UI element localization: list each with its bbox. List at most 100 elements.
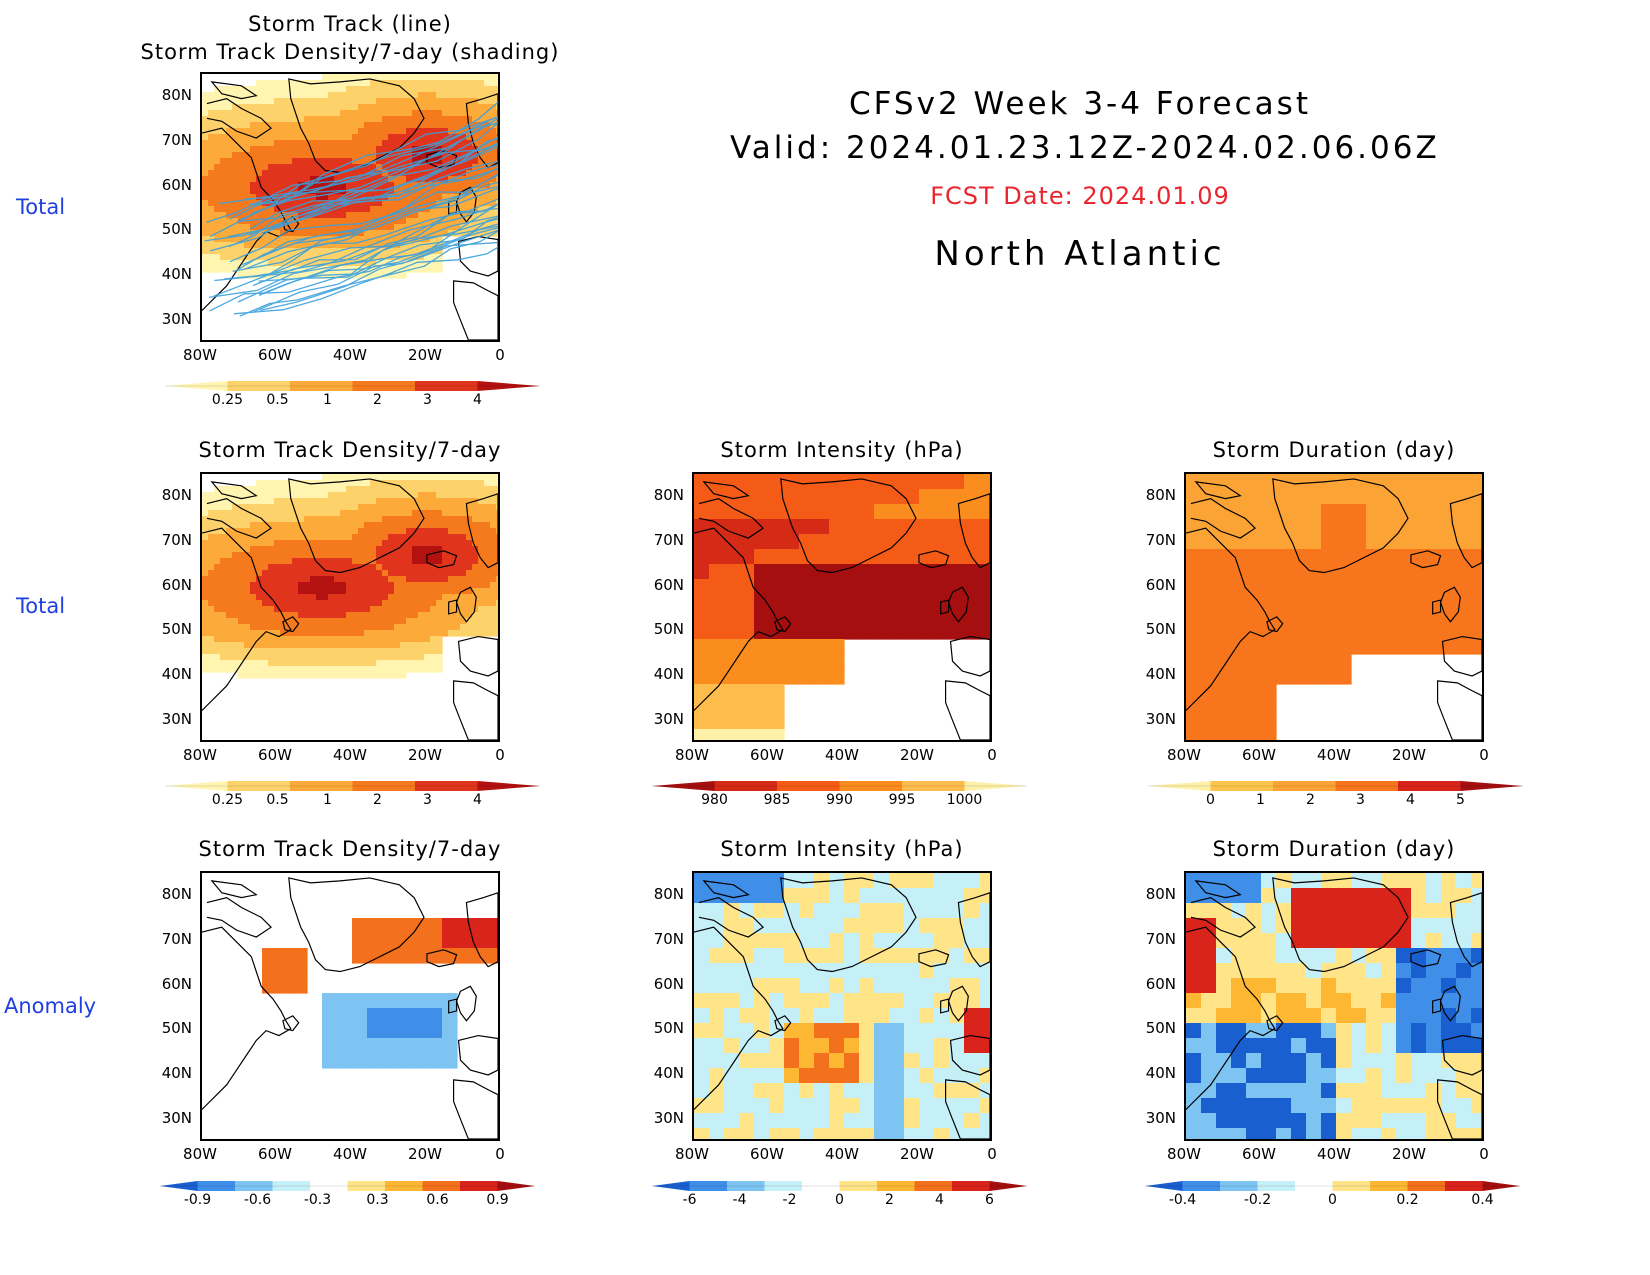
- grid-cell: [334, 206, 341, 213]
- grid-cell: [397, 993, 413, 1009]
- grid-cell: [214, 170, 221, 177]
- grid-cell: [466, 510, 473, 517]
- grid-cell: [904, 1083, 920, 1099]
- grid-cell: [340, 242, 347, 249]
- grid-cell: [232, 92, 239, 99]
- grid-cell: [424, 570, 431, 577]
- grid-cell: [334, 254, 341, 261]
- grid-cell: [1351, 1038, 1367, 1054]
- grid-cell: [412, 158, 419, 165]
- grid-cell: [430, 218, 437, 225]
- grid-cell: [322, 158, 329, 165]
- grid-cell: [286, 528, 293, 535]
- grid-cell: [472, 480, 479, 487]
- grid-cell: [1321, 549, 1337, 565]
- coastline-segment: [702, 481, 750, 500]
- grid-cell: [754, 1083, 770, 1099]
- grid-cell: [304, 546, 311, 553]
- coastline-segment: [457, 635, 498, 677]
- grid-cell: [406, 110, 413, 117]
- grid-cell: [964, 579, 980, 595]
- coastline-segment: [702, 880, 750, 899]
- grid-cell: [424, 516, 431, 523]
- grid-cell: [1306, 564, 1322, 580]
- grid-cell: [1396, 639, 1412, 655]
- grid-cell: [274, 570, 281, 577]
- grid-cell: [496, 612, 498, 619]
- grid-cell: [1306, 474, 1322, 490]
- grid-cell: [709, 1128, 725, 1139]
- grid-cell: [769, 684, 785, 700]
- grid-cell: [1201, 504, 1217, 520]
- grid-cell: [754, 1038, 770, 1054]
- grid-cell: [238, 552, 245, 559]
- grid-cell: [334, 158, 341, 165]
- grid-cell: [346, 558, 353, 565]
- grid-cell: [472, 933, 488, 949]
- lat-tick-label: 80N: [161, 486, 192, 504]
- grid-cell: [214, 158, 221, 165]
- grid-cell: [919, 948, 935, 964]
- grid-cell: [262, 618, 269, 625]
- grid-cell: [496, 510, 498, 517]
- grid-cell: [244, 564, 251, 571]
- grid-cell: [769, 1128, 785, 1139]
- grid-cell: [406, 558, 413, 565]
- grid-cell: [472, 546, 479, 553]
- grid-cell: [352, 92, 359, 99]
- grid-cell: [364, 636, 371, 643]
- grid-cell: [322, 558, 329, 565]
- coastline-segment: [940, 599, 950, 615]
- grid-cell: [256, 606, 263, 613]
- grid-cell: [754, 654, 770, 670]
- grid-cell: [238, 666, 245, 673]
- lon-tick-label: 60W: [258, 746, 292, 764]
- grid-cell: [262, 158, 269, 165]
- grid-cell: [466, 534, 473, 541]
- grid-cell: [1246, 1083, 1262, 1099]
- grid-cell: [412, 110, 419, 117]
- grid-cell: [376, 260, 383, 267]
- grid-cell: [769, 519, 785, 535]
- grid-cell: [400, 492, 407, 499]
- grid-cell: [394, 200, 401, 207]
- grid-cell: [232, 104, 239, 111]
- grid-cell: [844, 624, 860, 640]
- grid-cell: [394, 576, 401, 583]
- grid-cell: [226, 176, 233, 183]
- grid-cell: [478, 606, 485, 613]
- grid-cell: [829, 534, 845, 550]
- grid-cell: [739, 918, 755, 934]
- grid-cell: [208, 534, 215, 541]
- grid-cell: [310, 558, 317, 565]
- grid-cell: [238, 672, 245, 679]
- grid-cell: [400, 630, 407, 637]
- grid-cell: [484, 176, 491, 183]
- grid-cell: [358, 570, 365, 577]
- grid-cell: [964, 933, 980, 949]
- grid-cell: [859, 609, 875, 625]
- grid-cell: [310, 98, 317, 105]
- grid-cell: [724, 888, 740, 904]
- grid-cell: [1456, 1068, 1472, 1084]
- grid-cell: [262, 564, 269, 571]
- grid-cell: [454, 158, 461, 165]
- grid-cell: [1216, 489, 1232, 505]
- grid-cell: [376, 86, 383, 93]
- grid-cell: [406, 522, 413, 529]
- grid-cell: [304, 170, 311, 177]
- grid-cell: [739, 903, 755, 919]
- grid-cell: [232, 624, 239, 631]
- grid-cell: [202, 612, 209, 619]
- grid-cell: [286, 236, 293, 243]
- grid-cell: [376, 498, 383, 505]
- grid-cell: [784, 933, 800, 949]
- grid-cell: [256, 80, 263, 87]
- grid-cell: [490, 152, 497, 159]
- grid-cell: [298, 618, 305, 625]
- colorbar-label: 0.9: [486, 1192, 509, 1208]
- grid-cell: [1231, 948, 1247, 964]
- grid-cell: [799, 948, 815, 964]
- colorbar-swatch: [290, 381, 353, 391]
- grid-cell: [442, 528, 449, 535]
